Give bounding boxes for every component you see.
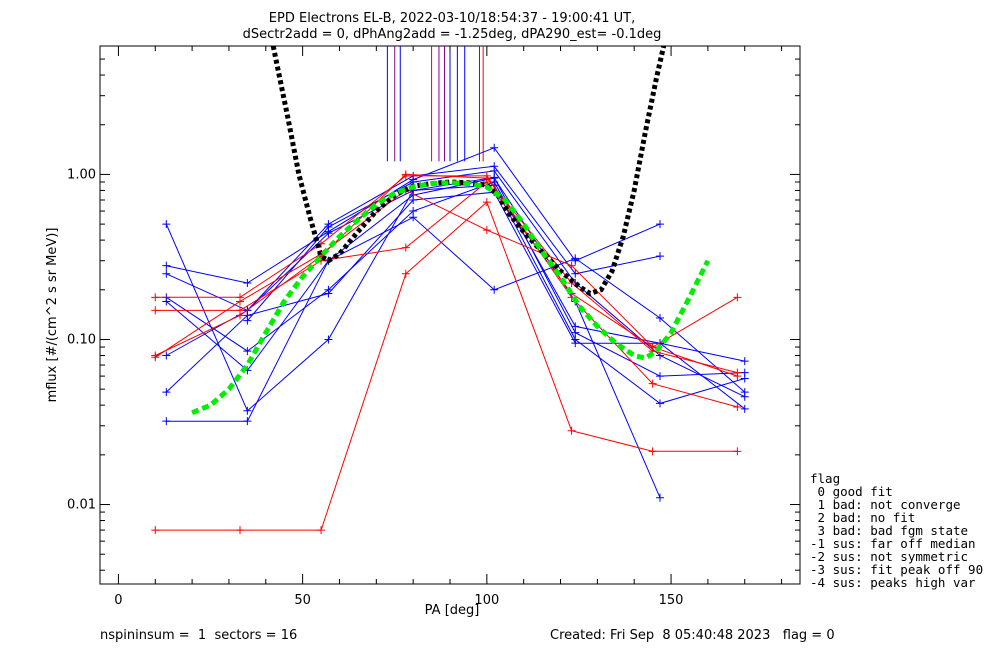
data-point <box>236 311 244 320</box>
data-series <box>151 143 749 535</box>
x-axis-label: PA [deg] <box>425 603 480 618</box>
series-line <box>155 189 738 377</box>
legend-item: -1 sus: far off median <box>810 536 976 551</box>
data-point <box>162 351 171 360</box>
data-point <box>236 526 244 535</box>
data-point <box>490 285 499 294</box>
data-point <box>151 526 160 535</box>
data-point <box>162 417 171 426</box>
footer-spin-info: nspininsum = 1 sectors = 16 <box>100 628 298 643</box>
legend-item: -4 sus: peaks high var <box>810 575 976 590</box>
data-point <box>243 347 252 356</box>
data-point <box>324 335 333 344</box>
data-point <box>317 526 326 535</box>
data-point <box>656 372 664 381</box>
data-point <box>324 223 333 232</box>
data-point <box>571 269 580 278</box>
legend-item: 0 good fit <box>810 484 893 499</box>
series-red <box>151 177 742 352</box>
data-point <box>243 316 252 325</box>
footer-created-info: Created: Fri Sep 8 05:40:48 2023 flag = … <box>550 628 835 643</box>
data-point <box>162 261 171 270</box>
data-point <box>151 351 160 360</box>
data-point <box>401 170 410 179</box>
data-point <box>162 269 171 278</box>
data-point <box>243 406 252 415</box>
peak-markers <box>386 46 484 162</box>
data-point <box>409 213 418 222</box>
series-red <box>151 198 742 535</box>
data-point <box>490 166 499 175</box>
series-blue <box>162 173 749 415</box>
series-line <box>166 216 746 422</box>
fit-curves <box>191 46 711 416</box>
data-point <box>490 143 499 152</box>
y-tick-label: 1.00 <box>67 167 96 182</box>
x-tick-label: 100 <box>474 593 499 608</box>
x-tick-label: 0 <box>114 593 122 608</box>
data-point <box>740 392 749 401</box>
chart-title-line2: dSectr2add = 0, dPhAng2add = -1.25deg, d… <box>243 27 662 42</box>
data-point <box>733 368 742 377</box>
x-tick-label: 150 <box>659 593 684 608</box>
data-point <box>571 328 580 337</box>
series-blue <box>162 213 749 426</box>
data-point <box>656 220 664 229</box>
data-point <box>740 404 749 413</box>
data-point <box>733 293 742 302</box>
series-blue <box>162 174 664 502</box>
legend-item: -3 sus: fit peak off 90 <box>810 562 984 577</box>
data-point <box>733 402 742 411</box>
series-line <box>155 181 738 348</box>
data-point <box>567 426 576 435</box>
series-line <box>247 170 745 398</box>
x-tick-label: 50 <box>294 593 311 608</box>
series-blue <box>243 166 749 401</box>
legend-item: 3 bad: bad fgm state <box>810 523 969 538</box>
axes: 0 50 100 150 0.01 0.10 1.00 <box>67 46 800 608</box>
data-point <box>656 399 664 408</box>
data-point <box>733 447 742 456</box>
data-point <box>571 339 580 348</box>
data-point <box>236 297 244 306</box>
chart-title-line1: EPD Electrons EL-B, 2022-03-10/18:54:37 … <box>269 11 635 26</box>
series-red <box>151 171 742 411</box>
legend-item: -2 sus: not symmetric <box>810 549 969 564</box>
data-point <box>151 306 160 315</box>
legend-item: 2 bad: no fit <box>810 510 916 525</box>
data-point <box>571 254 580 263</box>
data-point <box>482 226 491 235</box>
fit-curve-green <box>191 180 711 416</box>
data-point <box>151 293 160 302</box>
legend-item: 1 bad: not converge <box>810 497 961 512</box>
data-point <box>482 174 491 183</box>
data-point <box>656 252 664 261</box>
data-point <box>648 447 657 456</box>
data-point <box>401 243 410 252</box>
y-tick-label: 0.10 <box>67 332 96 347</box>
data-point <box>656 313 664 322</box>
data-point <box>162 220 171 229</box>
data-point <box>740 368 749 377</box>
data-point <box>567 261 576 270</box>
series-line <box>155 173 738 374</box>
data-point <box>648 379 657 388</box>
data-point <box>740 357 749 366</box>
data-point <box>401 269 410 278</box>
data-point <box>162 297 171 306</box>
data-point <box>656 493 664 502</box>
data-point <box>243 417 252 426</box>
y-tick-label: 0.01 <box>67 498 96 513</box>
series-blue <box>162 188 749 397</box>
data-point <box>324 289 333 298</box>
y-axis-label: mflux [#/(cm^2 s sr MeV)] <box>45 228 60 403</box>
data-point <box>482 198 491 207</box>
legend-header: flag <box>810 471 841 486</box>
data-point <box>243 278 252 287</box>
series-line <box>155 201 738 531</box>
data-point <box>162 388 171 397</box>
